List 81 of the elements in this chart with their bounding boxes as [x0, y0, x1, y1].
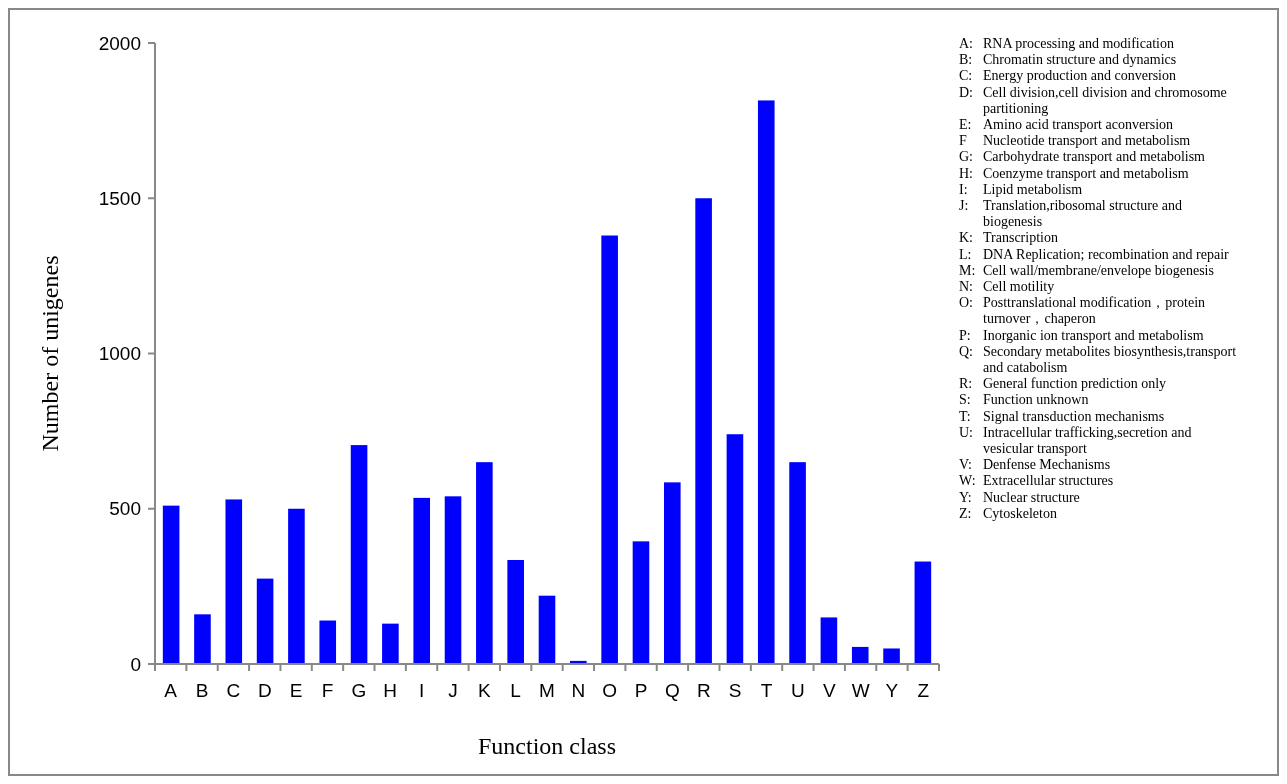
x-tick-label: H: [383, 680, 398, 701]
x-tick-label: K: [477, 680, 491, 701]
y-tick-label: 1000: [98, 343, 141, 365]
text: L: DNA Replication; recombination and repair: [959, 246, 1230, 262]
bar: [350, 445, 368, 664]
bar: [914, 561, 932, 664]
x-tick-label: M: [539, 680, 555, 701]
text: Q: Secondary metabolites biosynthesis,transport and catabolism: [959, 343, 1237, 375]
text: Y: Nuclear structure: [959, 489, 1080, 505]
x-tick-label: V: [822, 680, 836, 701]
text: H: Coenzyme transport and metabolism: [959, 165, 1189, 181]
bar: [726, 434, 744, 664]
x-tick-label: C: [226, 680, 241, 701]
bar: [663, 482, 681, 664]
bar: [851, 646, 869, 664]
text: F Nucleotide transport and metabolism: [959, 133, 1191, 149]
text: T: Signal transduction mechanisms: [959, 408, 1165, 424]
x-tick-label: D: [257, 680, 272, 701]
bar: [225, 499, 243, 664]
text: D: Cell division,cell division and chromosome partitioning: [959, 84, 1227, 116]
text: I: Lipid metabolism: [959, 181, 1083, 197]
text: O: Posttranslational modification，protein turnover，chaperon: [959, 295, 1206, 327]
text: K: Transcription: [959, 230, 1058, 246]
bar: [789, 462, 806, 664]
text: A: RNA processing and modification: [959, 36, 1174, 51]
text: G: Carbohydrate transport and metabolism: [959, 149, 1206, 165]
bar: [382, 623, 399, 664]
bar: [194, 614, 211, 664]
bar: [413, 497, 431, 664]
text: V: Denfense Mechanisms: [959, 457, 1111, 473]
bar: [632, 541, 650, 664]
x-tick-label: N: [571, 680, 586, 701]
bar: [820, 617, 838, 664]
bar: [162, 505, 180, 664]
x-axis-title: Function class: [478, 733, 616, 759]
x-tick-label: U: [791, 680, 805, 701]
x-tick-label: T: [760, 680, 773, 701]
y-tick-label: 1500: [98, 187, 141, 209]
x-tick-label: Q: [665, 680, 680, 701]
bar: [695, 198, 712, 664]
bar: [319, 620, 337, 664]
x-tick-label: W: [851, 680, 870, 701]
x-tick-label: F: [321, 680, 334, 701]
x-tick-label: I: [418, 680, 425, 701]
bar: [476, 462, 493, 664]
bar: [256, 578, 274, 664]
bar: [601, 235, 618, 664]
bar: [538, 595, 556, 664]
text: W: Extracellular structures: [959, 473, 1114, 489]
x-tick-label: G: [351, 680, 367, 701]
x-tick-label: R: [696, 680, 711, 701]
bar: [507, 559, 524, 664]
x-tick-label: Z: [917, 680, 930, 701]
bar: [288, 508, 305, 664]
bar: [444, 496, 462, 664]
text: C: Energy production and conversion: [959, 68, 1176, 84]
text: U: Intracellular trafficking,secretion and vesicular transport: [959, 424, 1192, 456]
y-tick-label: 2000: [98, 32, 141, 54]
x-tick-label: E: [289, 680, 303, 701]
y-axis-title: Number of unigenes: [37, 255, 63, 452]
x-tick-label: J: [448, 680, 458, 701]
text: S: Function unknown: [959, 392, 1089, 408]
bar: [883, 648, 900, 664]
text: P: Inorganic ion transport and metabolism: [959, 327, 1204, 343]
x-tick-label: Y: [885, 680, 899, 701]
text: J: Translation,ribosomal structure and biogenesis: [959, 198, 1182, 230]
y-tick-label: 500: [109, 498, 141, 520]
text: M: Cell wall/membrane/envelope biogenesis: [959, 262, 1214, 278]
text: B: Chromatin structure and dynamics: [959, 52, 1177, 68]
bar: [757, 100, 775, 664]
y-tick-label: 0: [130, 653, 141, 675]
text: N: Cell motility: [959, 279, 1055, 294]
x-tick-label: B: [195, 680, 209, 701]
text: Z: Cytoskeleton: [959, 505, 1057, 521]
x-tick-label: S: [728, 680, 742, 701]
x-tick-label: A: [164, 680, 178, 701]
x-tick-label: O: [602, 680, 618, 701]
text: E: Amino acid transport aconversion: [959, 117, 1174, 132]
text: R: General function prediction only: [959, 376, 1167, 392]
x-tick-label: L: [510, 680, 521, 701]
x-tick-label: P: [634, 680, 648, 701]
